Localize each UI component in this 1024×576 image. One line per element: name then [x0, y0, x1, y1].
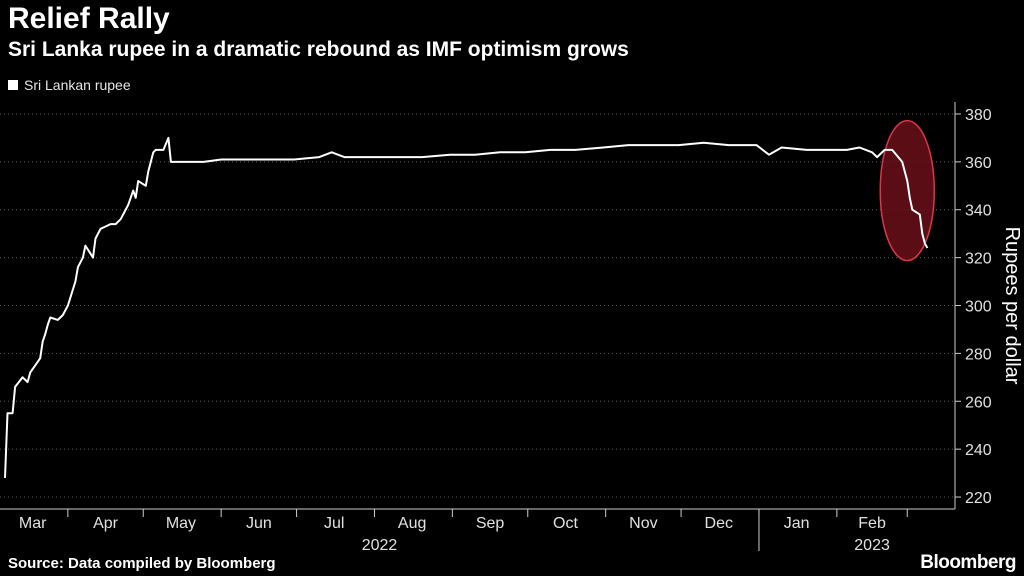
y-tick-label: 360 [965, 155, 992, 172]
x-tick-label: Apr [93, 515, 119, 532]
x-tick-label: May [166, 515, 196, 532]
y-tick-label: 260 [965, 394, 992, 411]
y-tick-label: 320 [965, 251, 992, 268]
x-tick-label: Oct [553, 515, 578, 532]
y-tick-label: 220 [965, 490, 992, 507]
x-tick-label: Dec [705, 515, 733, 532]
x-year-label: 2023 [854, 537, 890, 554]
legend-swatch [8, 80, 18, 90]
highlight-ellipse-shape [879, 119, 935, 262]
series-group [4, 136, 929, 478]
x-tick-label: Jan [784, 515, 810, 532]
y-tick-label: 300 [965, 299, 992, 316]
y-axis: 220 240 260 280 300 320 340 360 380 [954, 102, 992, 509]
x-tick-label: Feb [858, 515, 886, 532]
x-axis: Mar Apr May Jun Jul Aug Sep Oct Nov Dec Jan Feb 2022… [0, 508, 955, 554]
x-year-label: 2022 [362, 537, 398, 554]
highlight-ellipse [879, 119, 935, 262]
chart-title: Relief Rally [8, 2, 170, 35]
x-tick-label: Mar [19, 515, 47, 532]
y-tick-label: 240 [965, 442, 992, 459]
x-tick-label: Aug [398, 515, 426, 532]
chart-subtitle: Sri Lanka rupee in a dramatic rebound as… [8, 38, 629, 61]
x-tick-label: Jul [324, 515, 344, 532]
brand-logo: Bloomberg [920, 552, 1016, 573]
y-axis-label: Rupees per dollar [1001, 227, 1023, 385]
y-tick-label: 380 [965, 107, 992, 124]
series-line [4, 136, 929, 478]
grid [0, 113, 955, 498]
x-tick-label: Sep [476, 515, 505, 532]
legend-label: Sri Lankan rupee [24, 77, 131, 93]
x-tick-label: Jun [246, 515, 272, 532]
x-tick-label: Nov [629, 515, 657, 532]
y-tick-label: 280 [965, 346, 992, 363]
legend: Sri Lankan rupee [8, 77, 131, 93]
source-note: Source: Data compiled by Bloomberg [8, 555, 276, 572]
y-tick-label: 340 [965, 203, 992, 220]
